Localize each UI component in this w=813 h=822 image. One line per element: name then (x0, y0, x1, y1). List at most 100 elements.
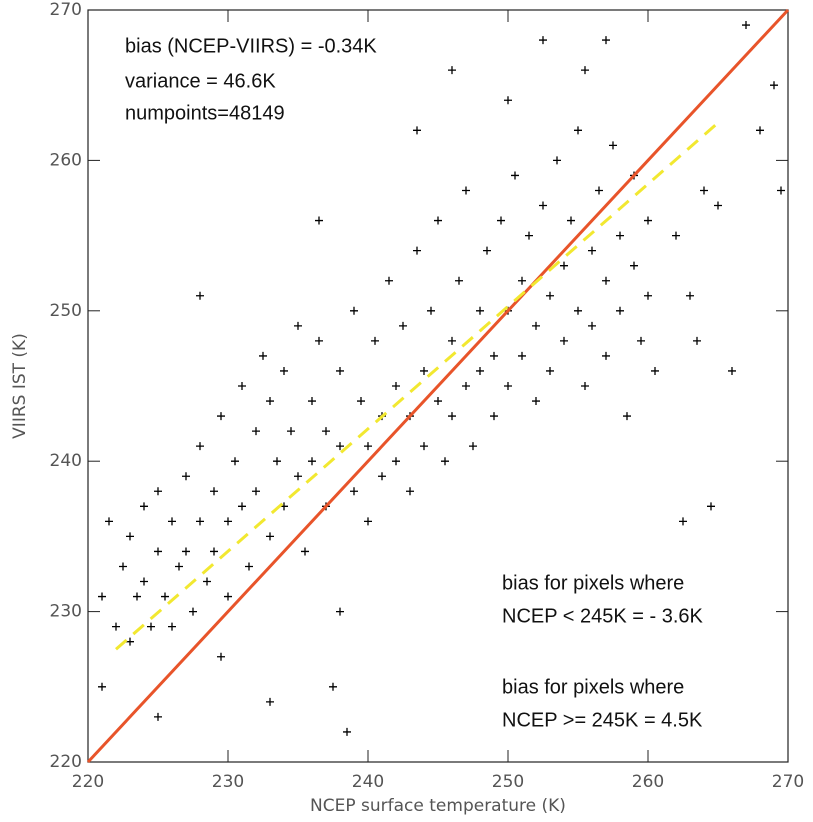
scatter-point (420, 366, 428, 375)
x-tick-label: 260 (632, 772, 664, 792)
scatter-point (252, 487, 260, 496)
scatter-point (630, 261, 638, 270)
identity-line (86, 8, 790, 764)
x-tick-label: 250 (492, 772, 524, 792)
scatter-point (133, 592, 141, 601)
scatter-point (644, 291, 652, 300)
scatter-point (252, 427, 260, 436)
scatter-point (399, 321, 407, 330)
scatter-point (455, 276, 463, 285)
scatter-point (329, 682, 337, 691)
scatter-point (105, 517, 113, 526)
scatter-point (301, 547, 309, 556)
scatter-point (511, 171, 519, 180)
y-tick-label: 270 (50, 0, 82, 20)
scatter-point (679, 517, 687, 526)
scatter-point (196, 517, 204, 526)
scatter-point (728, 366, 736, 375)
scatter-point (686, 291, 694, 300)
scatter-point (266, 697, 274, 706)
scatter-point (322, 427, 330, 436)
scatter-point (490, 412, 498, 421)
scatter-point (371, 336, 379, 345)
scatter-point (168, 622, 176, 631)
scatter-point (98, 682, 106, 691)
scatter-point (364, 442, 372, 451)
scatter-point (182, 547, 190, 556)
scatter-point (651, 366, 659, 375)
scatter-point (434, 216, 442, 225)
scatter-point (525, 231, 533, 240)
scatter-point (273, 457, 281, 466)
scatter-point (413, 126, 421, 135)
annotation: bias for pixels where (502, 572, 684, 594)
scatter-point (623, 412, 631, 421)
scatter-point (539, 36, 547, 45)
scatter-point (672, 231, 680, 240)
scatter-point (168, 517, 176, 526)
scatter-point (476, 366, 484, 375)
scatter-point (700, 186, 708, 195)
scatter-point (448, 66, 456, 75)
scatter-point (175, 562, 183, 571)
scatter-point (154, 487, 162, 496)
scatter-point (224, 592, 232, 601)
scatter-point (539, 201, 547, 210)
scatter-point (588, 246, 596, 255)
annotation: numpoints=48149 (125, 102, 285, 124)
scatter-point (413, 246, 421, 255)
scatter-point (140, 577, 148, 586)
scatter-point (518, 351, 526, 360)
scatter-point (595, 186, 603, 195)
scatter-point (343, 727, 351, 736)
scatter-point (616, 231, 624, 240)
scatter-point (112, 622, 120, 631)
scatter-point (182, 472, 190, 481)
scatter-point (217, 652, 225, 661)
scatter-point (777, 186, 785, 195)
fit-line (115, 121, 719, 651)
scatter-point (462, 186, 470, 195)
scatter-point (294, 472, 302, 481)
scatter-point (504, 96, 512, 105)
scatter-point (154, 547, 162, 556)
scatter-point (350, 487, 358, 496)
scatter-point (126, 637, 134, 646)
x-tick-label: 240 (352, 772, 384, 792)
annotation: variance = 46.6K (125, 70, 276, 92)
x-tick-label: 220 (72, 772, 104, 792)
scatter-point (147, 622, 155, 631)
y-tick-label: 250 (50, 301, 82, 321)
scatter-point (581, 382, 589, 390)
scatter-point (532, 397, 540, 406)
y-tick-label: 260 (50, 150, 82, 170)
scatter-point (497, 216, 505, 225)
scatter-point (441, 457, 449, 466)
scatter-point (546, 366, 554, 375)
scatter-point (392, 382, 400, 390)
scatter-point (98, 592, 106, 601)
scatter-point (203, 577, 211, 586)
x-tick-label: 270 (772, 772, 804, 792)
scatter-point (336, 366, 344, 375)
scatter-point (427, 306, 435, 315)
scatter-point (336, 607, 344, 616)
scatter-point (350, 306, 358, 315)
scatter-point (462, 382, 470, 390)
x-axis-label: NCEP surface temperature (K) (310, 796, 566, 816)
scatter-point (154, 712, 162, 721)
scatter-point (119, 562, 127, 571)
y-tick-label: 240 (50, 451, 82, 471)
scatter-point (532, 321, 540, 330)
scatter-point (224, 517, 232, 526)
scatter-point (770, 81, 778, 90)
scatter-point (294, 321, 302, 330)
scatter-point (196, 291, 204, 300)
scatter-point (287, 427, 295, 436)
scatter-point (231, 457, 239, 466)
annotation: bias for pixels where (502, 676, 684, 698)
scatter-point (602, 36, 610, 45)
scatter-point (126, 532, 134, 541)
scatter-point (161, 592, 169, 601)
